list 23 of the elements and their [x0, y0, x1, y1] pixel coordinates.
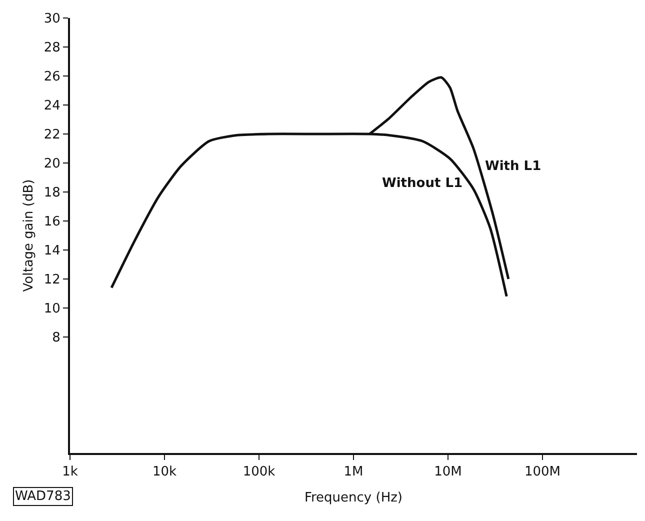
x-tick-label: 1k [62, 464, 78, 480]
y-tick-label: 30 [44, 12, 60, 27]
x-tick-label: 100M [524, 464, 561, 480]
y-tick-label: 18 [44, 186, 60, 201]
y-tick-label: 28 [44, 40, 60, 56]
y-tick-label: 10 [44, 302, 60, 317]
series-label: With L1 [485, 159, 542, 174]
y-tick-label: 8 [52, 330, 60, 346]
x-tick-label: 1M [344, 464, 364, 480]
x-axis-title: Frequency (Hz) [304, 490, 403, 506]
text: WAD783 [15, 489, 71, 504]
series-label: Without L1 [382, 176, 463, 191]
y-tick-label: 16 [44, 214, 60, 230]
y-tick-label: 12 [44, 272, 60, 288]
y-tick-label: 22 [44, 128, 60, 143]
y-tick-label: 20 [44, 156, 60, 172]
y-tick-label: 26 [44, 70, 60, 85]
y-tick-label: 14 [44, 244, 60, 259]
x-tick-label: 10M [434, 464, 462, 480]
x-tick-label: 10k [152, 464, 178, 480]
x-tick-label: 100k [242, 464, 276, 480]
y-tick-label: 24 [44, 98, 60, 114]
y-axis-title: Voltage gain (dB) [21, 179, 36, 292]
